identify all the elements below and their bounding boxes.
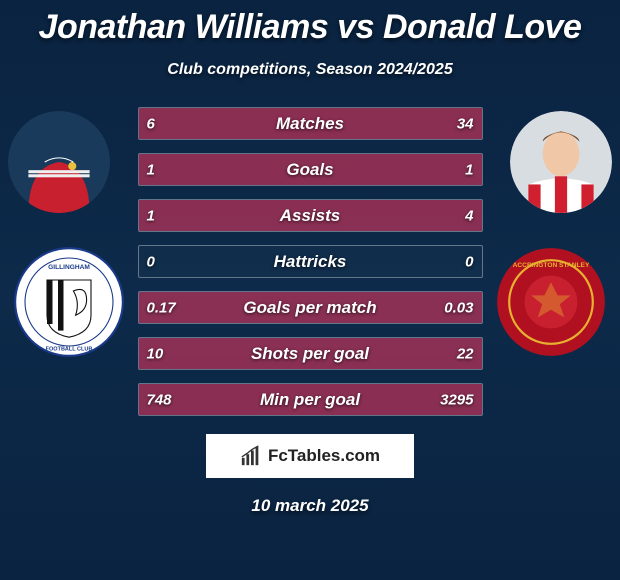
stat-bar-left bbox=[139, 154, 311, 185]
stat-bar-right bbox=[207, 200, 481, 231]
stat-value-left: 10 bbox=[147, 345, 164, 362]
club-right-crest: ACCRINGTON STANLEY bbox=[496, 247, 606, 357]
chart-icon bbox=[240, 445, 262, 467]
page-title: Jonathan Williams vs Donald Love bbox=[0, 0, 620, 47]
date-text: 10 march 2025 bbox=[0, 496, 620, 516]
stat-bar-right bbox=[310, 154, 482, 185]
stat-value-right: 1 bbox=[465, 161, 473, 178]
stat-value-left: 6 bbox=[147, 115, 155, 132]
stat-value-right: 22 bbox=[457, 345, 474, 362]
stat-value-right: 34 bbox=[457, 115, 474, 132]
comparison-panel: GILLINGHAM FOOTBALL CLUB ACCRINGTON STAN… bbox=[0, 107, 620, 416]
stat-value-left: 1 bbox=[147, 161, 155, 178]
stat-row: 1 Goals 1 bbox=[138, 153, 483, 186]
stat-value-left: 748 bbox=[147, 391, 172, 408]
stat-value-right: 4 bbox=[465, 207, 473, 224]
stat-label: Goals per match bbox=[243, 298, 376, 318]
stats-rows: 6 Matches 34 1 Goals 1 1 Assists 4 0 Hattricks 0 0.1… bbox=[138, 107, 483, 416]
branding-text: FcTables.com bbox=[268, 446, 380, 466]
stat-value-left: 1 bbox=[147, 207, 155, 224]
player-right-avatar bbox=[510, 111, 612, 213]
stat-row: 0.17 Goals per match 0.03 bbox=[138, 291, 483, 324]
stat-row: 10 Shots per goal 22 bbox=[138, 337, 483, 370]
stat-value-left: 0.17 bbox=[147, 299, 176, 316]
stat-value-right: 0.03 bbox=[444, 299, 473, 316]
club-left-crest: GILLINGHAM FOOTBALL CLUB bbox=[14, 247, 124, 357]
stat-value-right: 3295 bbox=[440, 391, 473, 408]
stat-value-right: 0 bbox=[465, 253, 473, 270]
stat-row: 6 Matches 34 bbox=[138, 107, 483, 140]
page-subtitle: Club competitions, Season 2024/2025 bbox=[0, 61, 620, 79]
stat-label: Hattricks bbox=[274, 252, 347, 272]
branding-badge: FcTables.com bbox=[206, 434, 414, 478]
svg-text:FOOTBALL CLUB: FOOTBALL CLUB bbox=[46, 346, 93, 352]
stat-value-left: 0 bbox=[147, 253, 155, 270]
svg-text:ACCRINGTON STANLEY: ACCRINGTON STANLEY bbox=[513, 262, 590, 269]
stat-row: 1 Assists 4 bbox=[138, 199, 483, 232]
stat-label: Shots per goal bbox=[251, 344, 369, 364]
stat-row: 0 Hattricks 0 bbox=[138, 245, 483, 278]
stat-label: Assists bbox=[280, 206, 340, 226]
stat-label: Matches bbox=[276, 114, 344, 134]
svg-text:GILLINGHAM: GILLINGHAM bbox=[48, 264, 90, 271]
stat-label: Goals bbox=[286, 160, 333, 180]
stat-row: 748 Min per goal 3295 bbox=[138, 383, 483, 416]
stat-label: Min per goal bbox=[260, 390, 360, 410]
player-left-avatar bbox=[8, 111, 110, 213]
